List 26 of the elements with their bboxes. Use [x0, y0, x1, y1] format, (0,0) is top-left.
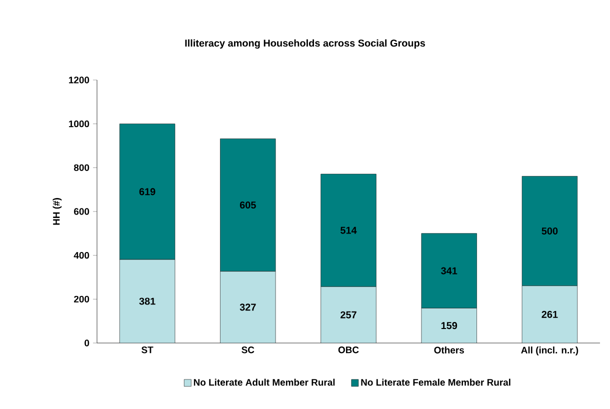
- data-label: 514: [340, 226, 357, 234]
- y-axis-title: HH (#): [52, 198, 62, 225]
- data-label: 159: [441, 322, 458, 330]
- x-tick-label: All (incl. n.r.): [521, 346, 578, 356]
- y-tick-label: 0: [84, 340, 90, 346]
- data-label: 261: [542, 310, 558, 318]
- data-label: 381: [139, 298, 156, 305]
- legend-label: No Literate Female Member Rural: [361, 378, 510, 386]
- x-tick-label: ST: [142, 346, 154, 354]
- y-tick-label: 200: [74, 296, 90, 303]
- y-tick-label: 1200: [69, 76, 90, 84]
- y-tick-label: 400: [74, 252, 90, 259]
- y-tick-label: 800: [74, 164, 90, 172]
- y-tick-label: 1000: [69, 120, 90, 128]
- data-label: 341: [441, 267, 458, 274]
- chart-title: Illiteracy among Households across Social Groups: [185, 39, 426, 49]
- data-label: 500: [542, 227, 558, 235]
- y-tick-label: 600: [74, 208, 90, 215]
- x-tick-label: Others: [434, 346, 464, 354]
- x-tick-label: SC: [242, 346, 254, 354]
- data-label: 257: [340, 311, 356, 318]
- data-label: 619: [139, 188, 156, 196]
- legend-label: No Literate Adult Member Rural: [194, 378, 335, 386]
- data-label: 327: [240, 304, 256, 311]
- data-label: 605: [240, 202, 256, 209]
- x-tick-label: OBC: [338, 346, 359, 354]
